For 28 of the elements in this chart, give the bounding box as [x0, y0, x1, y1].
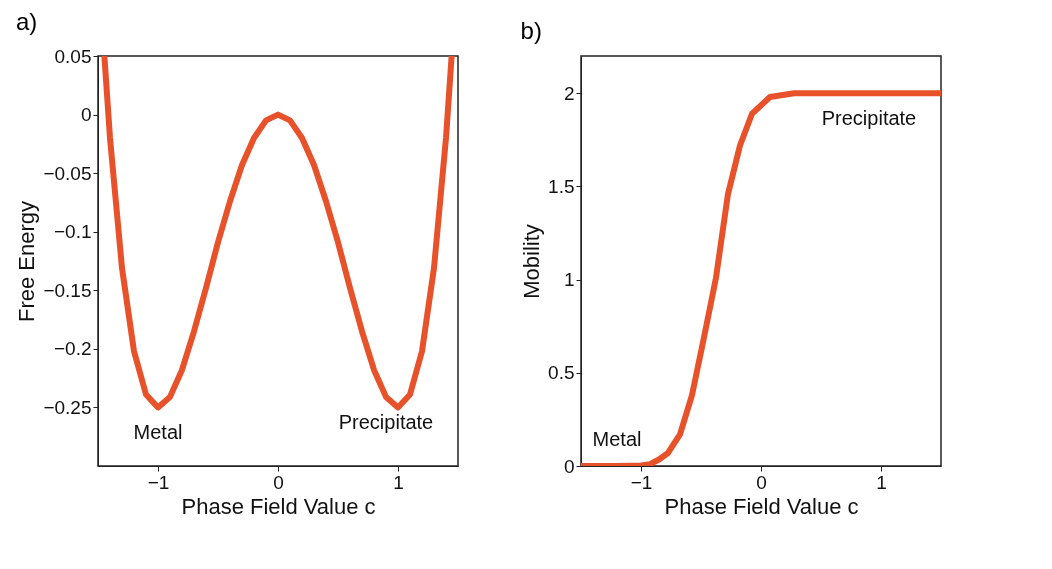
y-tick-label: −0.15	[43, 279, 92, 301]
chart-title: a)	[15, 8, 38, 35]
x-axis-title: Phase Field Value c	[664, 493, 859, 519]
y-tick-label: 0	[80, 104, 92, 126]
y-tick-label: 0.05	[54, 45, 92, 67]
x-tick-label: 0	[756, 471, 767, 493]
x-tick-label: −1	[147, 471, 170, 493]
y-tick-label: 1	[563, 269, 575, 291]
y-tick-label: 1.5	[548, 175, 575, 197]
annotation: Precipitate	[338, 410, 434, 433]
y-axis-title: Free Energy	[14, 200, 40, 323]
x-tick-label: −1	[630, 471, 653, 493]
chart-title: b)	[520, 17, 542, 44]
x-tick-label: 0	[273, 471, 284, 493]
y-tick-label: −0.1	[53, 221, 92, 243]
x-tick-label: 1	[876, 471, 887, 493]
annotation: Metal	[592, 428, 642, 450]
y-tick-label: −0.2	[53, 338, 92, 360]
annotation: Metal	[133, 421, 183, 444]
x-axis-title: Phase Field Value c	[181, 493, 376, 519]
annotation: Precipitate	[821, 107, 917, 130]
x-tick-label: 1	[393, 471, 404, 493]
y-tick-label: 0.5	[548, 362, 575, 384]
y-tick-label: 0	[563, 455, 575, 477]
y-axis-title: Mobility	[519, 224, 545, 299]
y-tick-label: −0.05	[43, 162, 92, 184]
y-tick-label: −0.25	[43, 396, 92, 418]
y-tick-label: 2	[563, 82, 575, 104]
